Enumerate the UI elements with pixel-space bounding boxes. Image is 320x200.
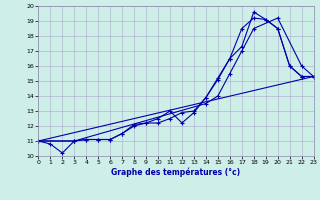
X-axis label: Graphe des températures (°c): Graphe des températures (°c)	[111, 168, 241, 177]
